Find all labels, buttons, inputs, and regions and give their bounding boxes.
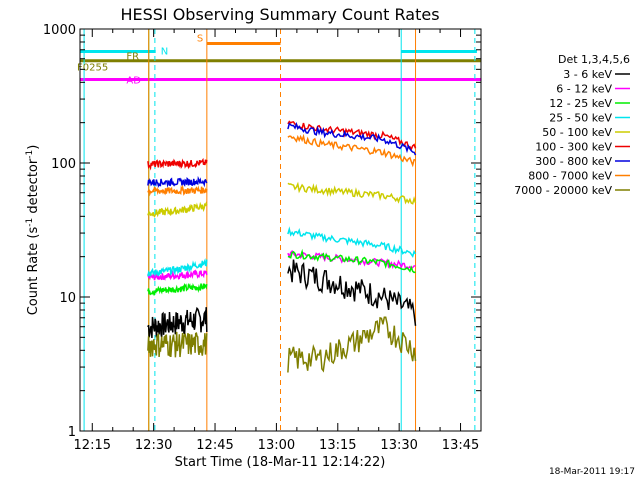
series-3-segment-1 [287,226,417,259]
series-0-segment-0 [147,306,208,339]
x-axis-label: Start Time (18-Mar-11 12:14:22) [175,455,386,470]
flag-fr-label: FR [126,52,139,63]
series-6-segment-0 [147,175,208,188]
series-8-segment-0 [147,331,208,358]
series-8-segment-1 [287,316,417,373]
x-tick-label-4: 13:15 [319,438,356,453]
legend-label-3: 25 - 50 keV [549,112,612,125]
x-axis-ticks: 12:15 12:30 12:45 13:00 13:15 13:30 13:45 [74,29,482,453]
legend-label-4: 50 - 100 keV [542,126,612,139]
series-3-segment-0 [147,257,208,277]
series-0-segment-1 [287,259,417,326]
y-tick-label-0: 1 [68,425,76,440]
plot-frame [79,28,482,432]
x-tick-label-1: 12:30 [135,438,172,453]
footer-date: 18-Mar-2011 19:17 [549,467,635,477]
flag-f0255-label: F0255 [77,63,108,74]
series-1-segment-0 [147,269,208,281]
x-tick-label-6: 13:45 [442,438,479,453]
y-axis-ticks: 1 10 100 1000 [43,23,481,440]
series-5-segment-0 [147,157,208,171]
flag-s-label: S [197,33,203,44]
x-tick-label-3: 13:00 [258,438,295,453]
legend-label-5: 100 - 300 keV [535,141,612,154]
x-tick-label-2: 12:45 [196,438,233,453]
legend-label-8: 7000 - 20000 keV [514,184,612,197]
legend-label-6: 300 - 800 keV [535,155,612,168]
flag-ad-label: AD [126,75,141,86]
legend-title: Det 1,3,4,5,6 [558,53,630,66]
x-tick-label-5: 13:30 [380,438,417,453]
flag-n-label: N [161,46,168,57]
x-tick-label-0: 12:15 [74,438,111,453]
series-5-segment-1 [287,120,417,151]
series-6-segment-1 [287,121,417,156]
legend-label-2: 12 - 25 keV [549,97,612,110]
plot-area: N S FR F0255 AD [77,29,481,431]
series-4-segment-0 [147,201,208,218]
y-axis-label: Count Rate (s-1 detector-1) [25,145,41,316]
series-7-segment-0 [147,184,208,197]
legend-label-7: 800 - 7000 keV [528,170,612,183]
y-tick-label-1: 10 [59,291,76,306]
series-4-segment-1 [287,181,417,205]
series-7-segment-1 [287,133,416,168]
y-tick-label-2: 100 [51,157,76,172]
chart-title: HESSI Observing Summary Count Rates [120,5,439,24]
legend-label-1: 6 - 12 keV [556,83,612,96]
series-2-segment-1 [287,248,416,274]
series-2-segment-0 [147,282,208,296]
y-tick-label-3: 1000 [43,23,76,38]
legend-label-0: 3 - 6 keV [563,68,612,81]
